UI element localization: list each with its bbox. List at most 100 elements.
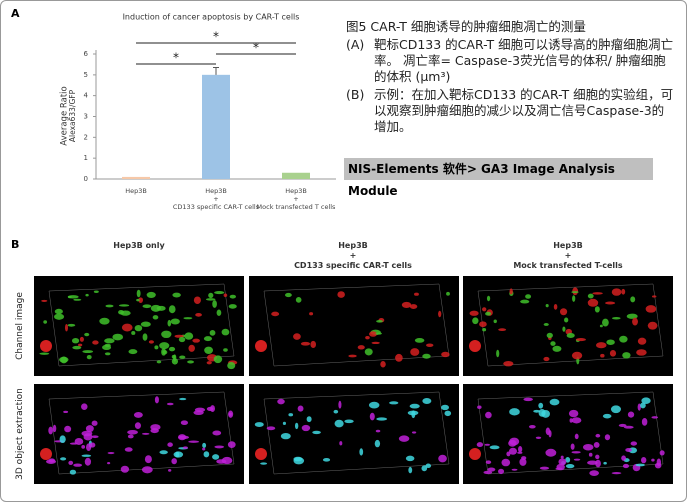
cell [486, 295, 491, 302]
cell [39, 352, 50, 355]
cell [422, 353, 431, 359]
significance-mark: * [253, 41, 259, 55]
cell [519, 458, 527, 466]
cell [229, 294, 236, 299]
cell [120, 465, 130, 473]
cell [205, 298, 216, 301]
cell [559, 308, 568, 316]
cell [587, 293, 594, 299]
cell [127, 434, 134, 439]
cell [301, 424, 311, 432]
cell [564, 317, 569, 323]
cell [421, 465, 428, 472]
cell [541, 409, 550, 418]
cell [60, 457, 67, 461]
cell [54, 313, 65, 320]
cell [204, 346, 214, 355]
cell [472, 317, 479, 325]
cell [636, 349, 647, 356]
cell [654, 462, 662, 469]
cell [407, 410, 419, 416]
micrograph [249, 384, 459, 484]
cell [369, 331, 378, 337]
cell [469, 310, 479, 316]
cell [178, 336, 186, 343]
cell [558, 458, 567, 466]
cell [92, 340, 99, 345]
cell [562, 326, 566, 332]
cell [635, 463, 646, 467]
x-tick-label: Hep3B + CD133 specific CAR-T cells [172, 187, 260, 211]
cell [69, 442, 78, 445]
cell [285, 292, 292, 298]
cell [469, 340, 481, 352]
cell [621, 455, 626, 461]
cell [48, 458, 56, 463]
cell [411, 431, 417, 434]
cell [441, 351, 450, 358]
cell [395, 353, 403, 362]
cell [81, 444, 86, 449]
cell [380, 360, 386, 368]
cell [509, 437, 520, 446]
cell [282, 421, 286, 425]
cell [344, 419, 354, 424]
cell [209, 330, 216, 336]
cell [293, 456, 303, 462]
bar [282, 172, 310, 179]
cell [118, 304, 130, 307]
cell [294, 422, 299, 430]
micrograph [463, 276, 673, 376]
cell [99, 317, 110, 325]
volume-box [263, 283, 450, 367]
cell [54, 308, 63, 315]
cell [509, 408, 520, 416]
cell [193, 410, 204, 416]
cell [627, 411, 635, 418]
y-tick-label: 3 [84, 113, 88, 121]
cell [187, 360, 194, 364]
cell [159, 342, 170, 350]
cell [479, 321, 487, 328]
cell [587, 460, 598, 465]
cell [144, 455, 152, 464]
cell [43, 320, 48, 324]
cell [630, 296, 636, 303]
cell [364, 348, 373, 356]
cell [401, 301, 412, 308]
cell [525, 294, 532, 299]
cell [40, 340, 52, 352]
cell [40, 448, 52, 460]
cell [501, 458, 511, 467]
cell [609, 350, 617, 357]
x-tick-label: Hep3B + Mock transfected T cells [256, 187, 336, 211]
column-header: Hep3B + CD133 specific CAR-T cells [294, 241, 412, 270]
cell [203, 451, 210, 458]
cell [553, 303, 558, 310]
cell [641, 397, 651, 405]
cell [368, 401, 380, 409]
volume-box [48, 283, 235, 367]
cell [571, 417, 582, 424]
cell [587, 298, 599, 307]
cell [641, 417, 648, 426]
cell [104, 352, 111, 356]
cell [619, 335, 628, 343]
cell [136, 289, 141, 298]
cell [72, 345, 82, 350]
cell [560, 455, 564, 459]
y-tick-label: 2 [84, 133, 88, 141]
cell [575, 338, 586, 342]
cell [376, 417, 388, 421]
significance-mark: * [173, 51, 179, 65]
cell [188, 344, 195, 352]
cell [118, 309, 125, 315]
caption: 图5 CAR-T 细胞诱导的肿瘤细胞凋亡的测量 (A) 靶标CD133 的CAR… [346, 19, 676, 135]
cell [503, 360, 514, 367]
cell [322, 458, 331, 462]
cell [414, 337, 425, 343]
cell [67, 323, 76, 327]
cell [595, 433, 601, 438]
cell [498, 468, 505, 475]
cell [565, 457, 571, 463]
